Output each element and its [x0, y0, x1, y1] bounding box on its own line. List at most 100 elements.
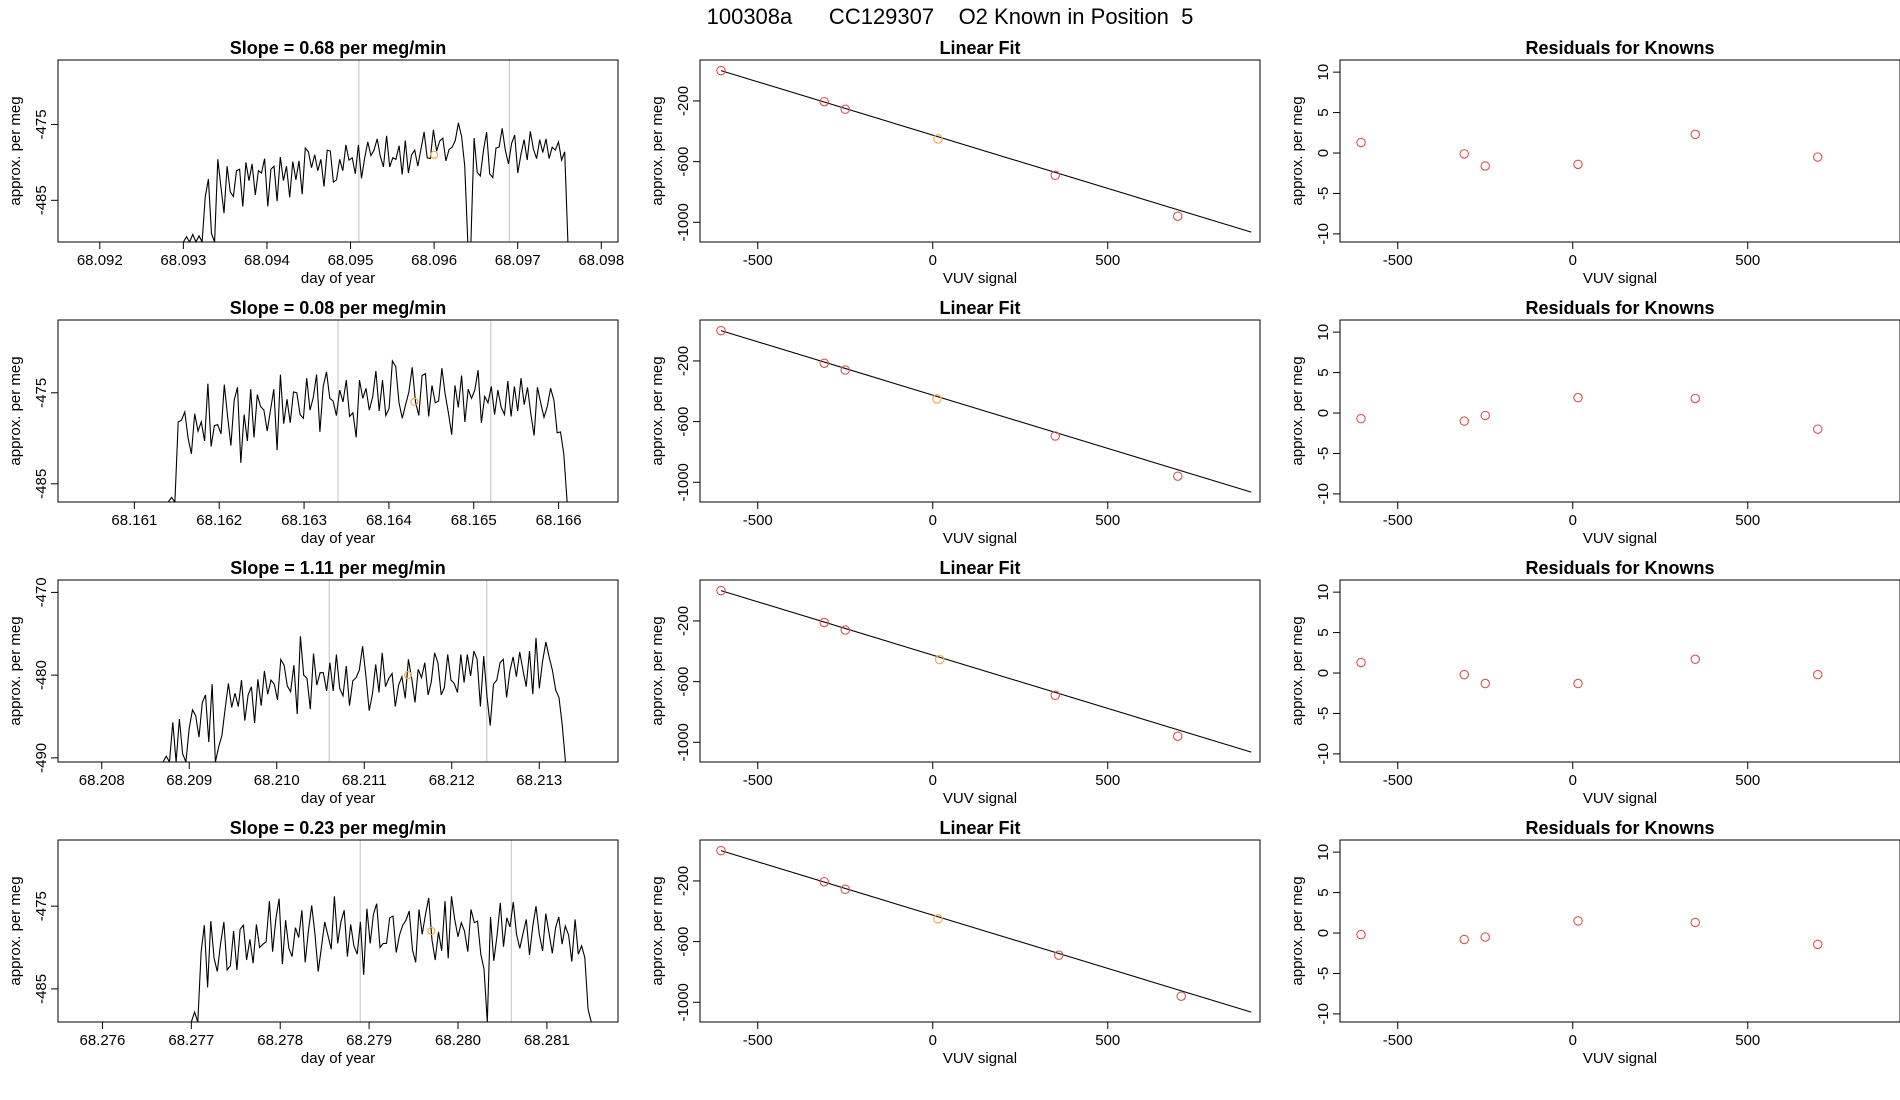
- known-point: [716, 325, 726, 336]
- x-tick-label: 68.210: [254, 772, 300, 789]
- plot-area: [716, 325, 1252, 493]
- y-axis-label: approx. per meg: [7, 356, 24, 465]
- y-tick-label: -200: [675, 866, 692, 896]
- x-axis-label: VUV signal: [943, 530, 1017, 547]
- x-tick-label: 68.162: [196, 512, 242, 529]
- plot-group: Residuals for Knowns -500 0 500 -10 -5 0 5 10 VUV…: [1289, 818, 1900, 1067]
- x-tick-label: 68.097: [495, 252, 541, 269]
- x-tick-label: 0: [1569, 1032, 1577, 1049]
- x-tick-label: 68.166: [536, 512, 582, 529]
- y-tick-label: -475: [33, 378, 50, 408]
- known-point: [1480, 410, 1491, 421]
- y-axis-label: approx. per meg: [649, 96, 666, 205]
- figure-title: 100308a CC129307 O2 Known in Position 5: [706, 4, 1194, 29]
- y-axis-label: approx. per meg: [1289, 616, 1306, 725]
- x-tick-label: 68.280: [435, 1032, 481, 1049]
- known-point: [1356, 929, 1366, 940]
- known-point: [819, 617, 830, 628]
- known-point: [1573, 159, 1583, 170]
- x-tick-label: 68.276: [79, 1032, 125, 1049]
- y-tick-label: -5: [1315, 707, 1332, 720]
- y-tick-label: -600: [675, 407, 692, 437]
- known-point: [1356, 137, 1366, 148]
- chart-panel-r3-residuals: Residuals for Knowns -500 0 500 -10 -5 0 5 10 VUV…: [1289, 558, 1900, 807]
- sample-marker: [427, 926, 436, 936]
- x-tick-label: 500: [1095, 1032, 1120, 1049]
- sample-marker: [430, 150, 439, 159]
- panel-title: Linear Fit: [939, 38, 1020, 58]
- x-axis-label: VUV signal: [1583, 270, 1657, 287]
- chart-panel-r3-trace: Slope = 1.11 per meg/min 68.208 68.209 68.2…: [7, 558, 619, 807]
- known-point: [1459, 149, 1470, 159]
- fit-line: [720, 70, 1252, 233]
- panel-title: Residuals for Knowns: [1525, 818, 1714, 838]
- known-point: [1356, 413, 1366, 424]
- fit-line: [720, 850, 1252, 1013]
- plot-area: [190, 840, 592, 1022]
- y-tick-label: 5: [1315, 108, 1332, 116]
- y-tick-label: -480: [33, 660, 50, 690]
- x-tick-label: 500: [1735, 252, 1760, 269]
- plot-group: Residuals for Knowns -500 0 500 -10 -5 0 5 10 VUV…: [1289, 38, 1900, 287]
- x-tick-label: 500: [1735, 512, 1760, 529]
- x-tick-label: 0: [929, 1032, 937, 1049]
- known-point: [1172, 731, 1183, 741]
- x-axis-label: VUV signal: [1583, 790, 1657, 807]
- x-tick-label: 500: [1735, 772, 1760, 789]
- plot-group: Linear Fit -500 0 500 -1000 -600 -200 VUV signa…: [649, 298, 1261, 547]
- known-point: [1480, 932, 1491, 942]
- x-axis-label: VUV signal: [943, 270, 1017, 287]
- y-axis-label: approx. per meg: [1289, 356, 1306, 465]
- plot-area: [1356, 654, 1823, 689]
- y-tick-label: -10: [1315, 743, 1332, 765]
- chart-panel-r1-residuals: Residuals for Knowns -500 0 500 -10 -5 0 5 10 VUV…: [1289, 38, 1900, 287]
- known-point: [716, 845, 726, 856]
- y-tick-label: -10: [1315, 483, 1332, 505]
- x-tick-label: 0: [929, 772, 937, 789]
- x-axis-label: VUV signal: [943, 1050, 1017, 1067]
- trace-line: [162, 636, 567, 762]
- chart-panel-r1-trace: Slope = 0.68 per meg/min 68.092 68.093 68.0…: [7, 38, 624, 287]
- x-tick-label: 68.281: [524, 1032, 570, 1049]
- x-tick-label: 68.094: [244, 252, 290, 269]
- plot-area: [182, 60, 569, 242]
- y-tick-label: -600: [675, 667, 692, 697]
- y-tick-label: -5: [1315, 187, 1332, 200]
- known-point: [1459, 416, 1470, 426]
- y-axis-label: approx. per meg: [649, 616, 666, 725]
- plot-area: [167, 320, 568, 502]
- y-tick-label: -200: [675, 606, 692, 636]
- plot-group: Linear Fit -500 0 500 -1000 -600 -200 VUV signa…: [649, 818, 1261, 1067]
- x-axis-label: day of year: [301, 790, 375, 807]
- y-axis-label: approx. per meg: [7, 96, 24, 205]
- x-tick-label: 0: [1569, 512, 1577, 529]
- x-tick-label: 68.096: [411, 252, 457, 269]
- y-axis-label: approx. per meg: [7, 876, 24, 985]
- chart-panel-r4-linear-fit: Linear Fit -500 0 500 -1000 -600 -200 VUV signa…: [649, 818, 1261, 1067]
- chart-panel-r4-trace: Slope = 0.23 per meg/min 68.276 68.277 68.2…: [7, 818, 619, 1067]
- x-tick-label: 500: [1095, 252, 1120, 269]
- panel-title: Residuals for Knowns: [1525, 38, 1714, 58]
- x-axis-label: VUV signal: [1583, 530, 1657, 547]
- x-tick-label: 68.209: [166, 772, 212, 789]
- known-point: [819, 96, 830, 107]
- known-point: [1812, 424, 1823, 434]
- x-tick-label: 0: [1569, 772, 1577, 789]
- known-point: [1812, 939, 1823, 950]
- x-tick-label: 68.098: [578, 252, 624, 269]
- known-point: [1176, 991, 1186, 1001]
- known-point: [1690, 129, 1700, 140]
- y-tick-label: -470: [33, 577, 50, 607]
- plot-frame: [57, 579, 619, 763]
- plot-area: [1356, 129, 1823, 171]
- known-point: [1573, 678, 1583, 689]
- y-tick-label: -475: [33, 109, 50, 139]
- sample-point: [932, 394, 942, 404]
- x-tick-label: 68.213: [516, 772, 562, 789]
- fit-line: [720, 330, 1252, 493]
- y-tick-label: -5: [1315, 967, 1332, 980]
- y-tick-label: -485: [33, 469, 50, 499]
- x-axis-label: day of year: [301, 1050, 375, 1067]
- known-point: [1356, 657, 1366, 668]
- panel-title: Slope = 0.08 per meg/min: [230, 298, 447, 318]
